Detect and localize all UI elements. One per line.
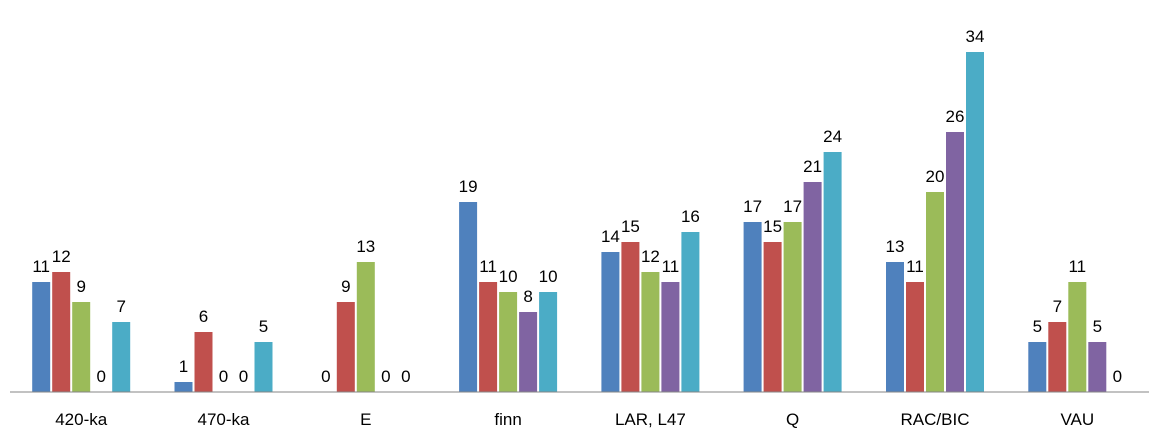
- bar-470-ka-s2: [194, 332, 213, 392]
- data-label: 20: [926, 167, 945, 186]
- data-label: 11: [32, 257, 50, 276]
- bar-finn-s1: [459, 202, 478, 392]
- data-label: 11: [1068, 257, 1086, 276]
- x-tick-label: Q: [786, 410, 799, 429]
- bar-vau-s2: [1048, 322, 1067, 392]
- data-label: 1: [179, 357, 188, 376]
- data-label: 5: [259, 317, 268, 336]
- data-label: 0: [1113, 367, 1122, 386]
- data-label: 24: [823, 127, 842, 146]
- data-label: 11: [662, 257, 680, 276]
- data-label: 13: [886, 237, 905, 256]
- data-label: 9: [76, 277, 85, 296]
- data-label: 9: [341, 277, 350, 296]
- bar-470-ka-s1: [174, 382, 193, 392]
- bar-e-s3: [356, 262, 375, 392]
- data-label: 17: [743, 197, 762, 216]
- data-label: 21: [803, 157, 822, 176]
- data-label: 11: [906, 257, 924, 276]
- bar-lar-l47-s5: [681, 232, 700, 392]
- data-label: 14: [601, 227, 620, 246]
- bar-e-s2: [336, 302, 355, 392]
- x-tick-label: LAR, L47: [615, 410, 686, 429]
- data-label: 0: [96, 367, 105, 386]
- data-label: 6: [199, 307, 208, 326]
- data-label: 5: [1093, 317, 1102, 336]
- bar-rac-bic-s3: [926, 192, 944, 392]
- bar-finn-s5: [539, 292, 558, 392]
- data-label: 26: [946, 107, 965, 126]
- bar-420-ka-s5: [112, 322, 131, 392]
- x-tick-label: 420-ka: [55, 410, 108, 429]
- data-label: 11: [479, 257, 497, 276]
- data-label: 12: [52, 247, 71, 266]
- bar-finn-s3: [499, 292, 518, 392]
- data-label: 0: [239, 367, 248, 386]
- data-label: 15: [763, 217, 782, 236]
- bar-finn-s2: [479, 282, 498, 392]
- bar-rac-bic-s1: [886, 262, 904, 392]
- bar-rac-bic-s4: [946, 132, 964, 392]
- data-label: 7: [116, 297, 125, 316]
- data-label: 19: [459, 177, 478, 196]
- x-tick-label: RAC/BIC: [901, 410, 970, 429]
- data-label: 0: [381, 367, 390, 386]
- bar-q-s3: [783, 222, 802, 392]
- bar-q-s4: [803, 182, 822, 392]
- bar-vau-s4: [1088, 342, 1107, 392]
- bar-vau-s1: [1028, 342, 1047, 392]
- data-label: 10: [499, 267, 518, 286]
- bar-lar-l47-s3: [641, 272, 660, 392]
- bar-420-ka-s2: [52, 272, 71, 392]
- data-label: 5: [1033, 317, 1042, 336]
- bar-q-s5: [823, 152, 842, 392]
- data-label: 7: [1053, 297, 1062, 316]
- bar-q-s2: [763, 242, 782, 392]
- data-label: 13: [356, 237, 375, 256]
- data-label: 8: [523, 287, 532, 306]
- data-label: 0: [401, 367, 410, 386]
- bar-finn-s4: [519, 312, 538, 392]
- x-tick-label: E: [360, 410, 371, 429]
- bar-420-ka-s1: [32, 282, 51, 392]
- data-label: 12: [641, 247, 660, 266]
- data-label: 0: [321, 367, 330, 386]
- data-label: 15: [621, 217, 640, 236]
- bars-group: [32, 52, 1107, 392]
- bar-lar-l47-s2: [621, 242, 640, 392]
- bar-vau-s3: [1068, 282, 1087, 392]
- x-tick-label: finn: [494, 410, 521, 429]
- data-label: 17: [783, 197, 802, 216]
- x-tick-label: 470-ka: [198, 410, 251, 429]
- data-label: 34: [966, 27, 985, 46]
- data-label: 10: [539, 267, 558, 286]
- bar-q-s1: [743, 222, 762, 392]
- x-tick-label: VAU: [1060, 410, 1094, 429]
- bar-lar-l47-s1: [601, 252, 620, 392]
- bar-470-ka-s5: [254, 342, 273, 392]
- bar-rac-bic-s5: [966, 52, 984, 392]
- data-label: 16: [681, 207, 700, 226]
- bar-420-ka-s3: [72, 302, 91, 392]
- bar-rac-bic-s2: [906, 282, 924, 392]
- bar-lar-l47-s4: [661, 282, 680, 392]
- data-label: 0: [219, 367, 228, 386]
